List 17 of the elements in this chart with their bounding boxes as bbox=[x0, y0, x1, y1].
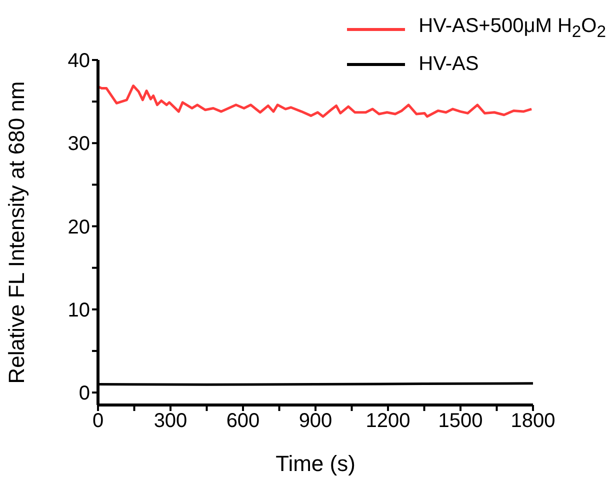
legend-label: HV-AS+500μM H$_{2}$O$_{2}$ bbox=[418, 14, 606, 43]
y-tick-label: 40 bbox=[68, 50, 90, 72]
x-tick-label: 1200 bbox=[366, 410, 410, 432]
x-tick-label: 1500 bbox=[438, 410, 483, 432]
x-tick-label: 600 bbox=[226, 410, 260, 432]
y-tick-label: 30 bbox=[68, 133, 90, 156]
y-tick-label: 10 bbox=[68, 300, 90, 322]
line-series bbox=[98, 84, 533, 118]
legend-label: HV-AS bbox=[418, 52, 479, 77]
x-tick-label: 300 bbox=[154, 410, 188, 432]
x-tick-label: 900 bbox=[298, 410, 332, 432]
y-tick-label: 20 bbox=[68, 216, 90, 238]
x-axis-title: Time (s) bbox=[276, 451, 356, 476]
x-tick-label: 1800 bbox=[510, 410, 556, 432]
y-axis-title: Relative FL Intensity at 680 nm bbox=[4, 81, 29, 384]
y-tick-label: 0 bbox=[78, 382, 90, 405]
x-tick-label: 0 bbox=[92, 410, 104, 432]
